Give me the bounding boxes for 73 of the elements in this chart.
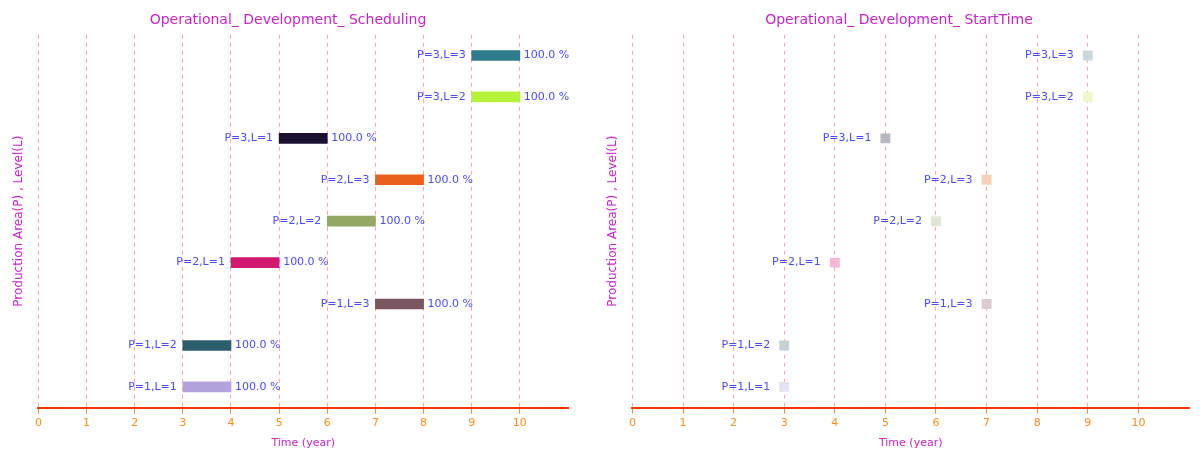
bar <box>471 50 521 61</box>
y-axis-title: Production Area(P) , Level(L) <box>605 135 620 307</box>
data-label: 100.0 % <box>427 296 474 310</box>
y-tick-label: P=1,L=3 <box>923 296 973 310</box>
bar <box>230 257 280 268</box>
y-tick-label: P=2,L=2 <box>272 214 322 228</box>
data-label: 100.0 % <box>331 131 377 145</box>
x-tick-label: 6 <box>323 416 331 430</box>
chart-title: Operational_ Development_ StartTime <box>765 11 1033 28</box>
y-tick-label: P=1,L=2 <box>128 338 177 352</box>
y-tick-label: P=3,L=3 <box>417 48 466 62</box>
y-tick-label: P=2,L=1 <box>772 255 821 269</box>
x-tick-label: 4 <box>227 416 235 430</box>
point <box>981 174 992 185</box>
point <box>880 133 891 144</box>
bar <box>375 174 424 186</box>
data-label: 100.0 % <box>523 48 570 62</box>
x-tick-label: 0 <box>628 416 636 430</box>
x-tick-label: 9 <box>1084 416 1092 430</box>
x-tick-label: 2 <box>131 416 139 430</box>
y-tick-label: P=3,L=1 <box>822 131 872 145</box>
x-axis-title: Time (year) <box>877 436 943 450</box>
y-tick-label: P=1,L=3 <box>320 296 370 310</box>
point <box>981 299 992 309</box>
point <box>779 340 790 351</box>
point <box>1082 91 1093 102</box>
x-tick-label: 1 <box>679 416 687 430</box>
y-tick-label: P=3,L=2 <box>417 89 466 103</box>
point <box>779 381 790 392</box>
bar <box>375 298 424 310</box>
y-tick-label: P=1,L=1 <box>721 379 771 393</box>
y-tick-label: P=1,L=1 <box>128 379 177 393</box>
data-label: 100.0 % <box>427 172 474 186</box>
bar <box>182 381 232 393</box>
y-tick-label: P=2,L=3 <box>923 172 973 186</box>
x-tick-label: 7 <box>983 416 991 430</box>
bar <box>471 91 521 103</box>
x-tick-label: 7 <box>371 416 379 430</box>
y-tick-label: P=2,L=3 <box>320 172 370 186</box>
bar <box>278 133 328 144</box>
x-tick-label: 2 <box>730 416 738 430</box>
x-tick-label: 6 <box>932 416 940 430</box>
point <box>931 216 941 227</box>
bar <box>182 340 232 351</box>
bar <box>326 215 376 227</box>
x-tick-label: 10 <box>512 416 527 430</box>
data-label: 100.0 % <box>379 214 425 228</box>
data-label: 100.0 % <box>234 379 281 393</box>
x-tick-label: 10 <box>1131 416 1146 430</box>
x-tick-label: 8 <box>420 416 428 430</box>
y-tick-label: P=1,L=2 <box>721 338 771 352</box>
x-tick-label: 5 <box>881 416 889 430</box>
x-tick-label: 3 <box>780 416 788 430</box>
x-tick-label: 5 <box>275 416 283 430</box>
x-axis-title: Time (year) <box>270 436 335 450</box>
x-tick-label: 8 <box>1033 416 1041 430</box>
y-tick-label: P=2,L=2 <box>873 214 922 228</box>
point <box>1082 50 1093 61</box>
data-label: 100.0 % <box>523 89 570 103</box>
data-label: 100.0 % <box>234 338 281 352</box>
x-tick-label: 0 <box>34 416 42 430</box>
y-axis-title: Production Area(P) , Level(L) <box>11 135 26 307</box>
y-tick-label: P=3,L=3 <box>1025 48 1074 62</box>
x-tick-label: 1 <box>83 416 91 430</box>
point <box>829 257 840 268</box>
x-tick-label: 3 <box>179 416 187 430</box>
chart-title: Operational_ Development_ Scheduling <box>149 11 427 28</box>
y-tick-label: P=3,L=2 <box>1025 89 1074 103</box>
y-tick-label: P=3,L=1 <box>224 131 274 145</box>
y-tick-label: P=2,L=1 <box>176 255 225 269</box>
data-label: 100.0 % <box>283 255 329 269</box>
x-tick-label: 9 <box>468 416 476 430</box>
x-tick-label: 4 <box>831 416 839 430</box>
